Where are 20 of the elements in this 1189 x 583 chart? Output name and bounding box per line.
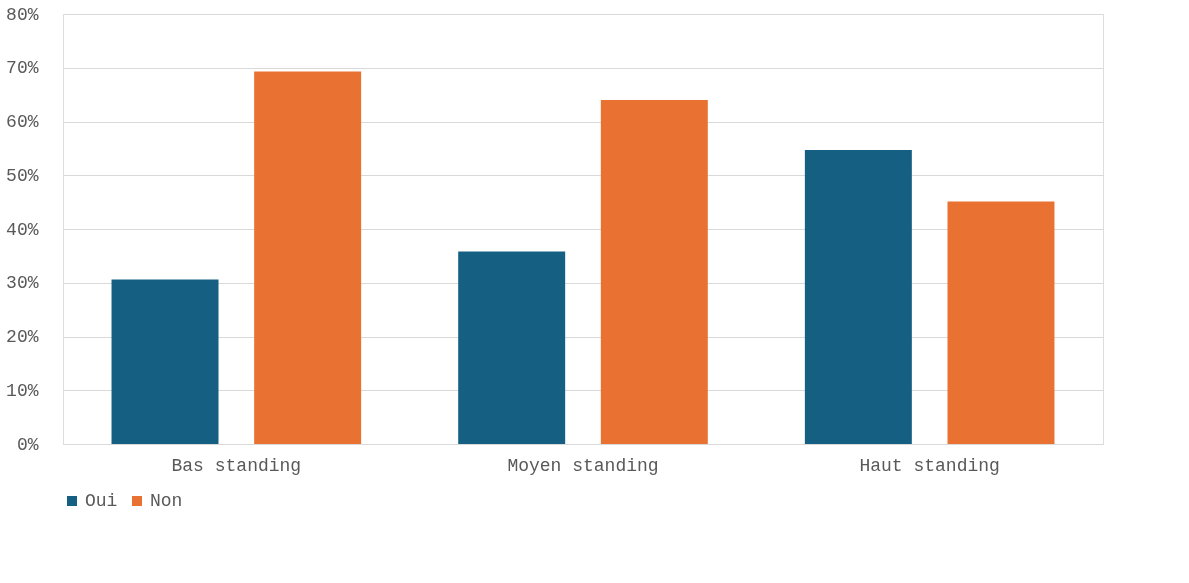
bar — [947, 201, 1055, 444]
y-tick-label: 80% — [6, 4, 39, 25]
y-tick-label: 20% — [6, 327, 39, 347]
y-tick-label: 60% — [6, 112, 39, 132]
legend-label: Oui — [85, 491, 118, 511]
bar — [458, 251, 566, 444]
y-tick-label: 70% — [6, 58, 39, 79]
x-tick-label: Haut standing — [859, 455, 1000, 476]
y-tick-label: 50% — [6, 165, 39, 186]
y-tick-label: 0% — [16, 434, 39, 455]
bar — [254, 71, 362, 444]
y-tick-label: 30% — [6, 273, 39, 294]
bar — [804, 149, 912, 444]
y-tick-label: 40% — [6, 219, 39, 240]
y-tick-label: 10% — [6, 380, 39, 401]
bar — [111, 279, 219, 444]
legend-label: Non — [150, 491, 183, 511]
bar — [600, 100, 708, 444]
x-tick-label: Moyen standing — [507, 455, 659, 476]
x-tick-label: Bas standing — [171, 455, 302, 476]
